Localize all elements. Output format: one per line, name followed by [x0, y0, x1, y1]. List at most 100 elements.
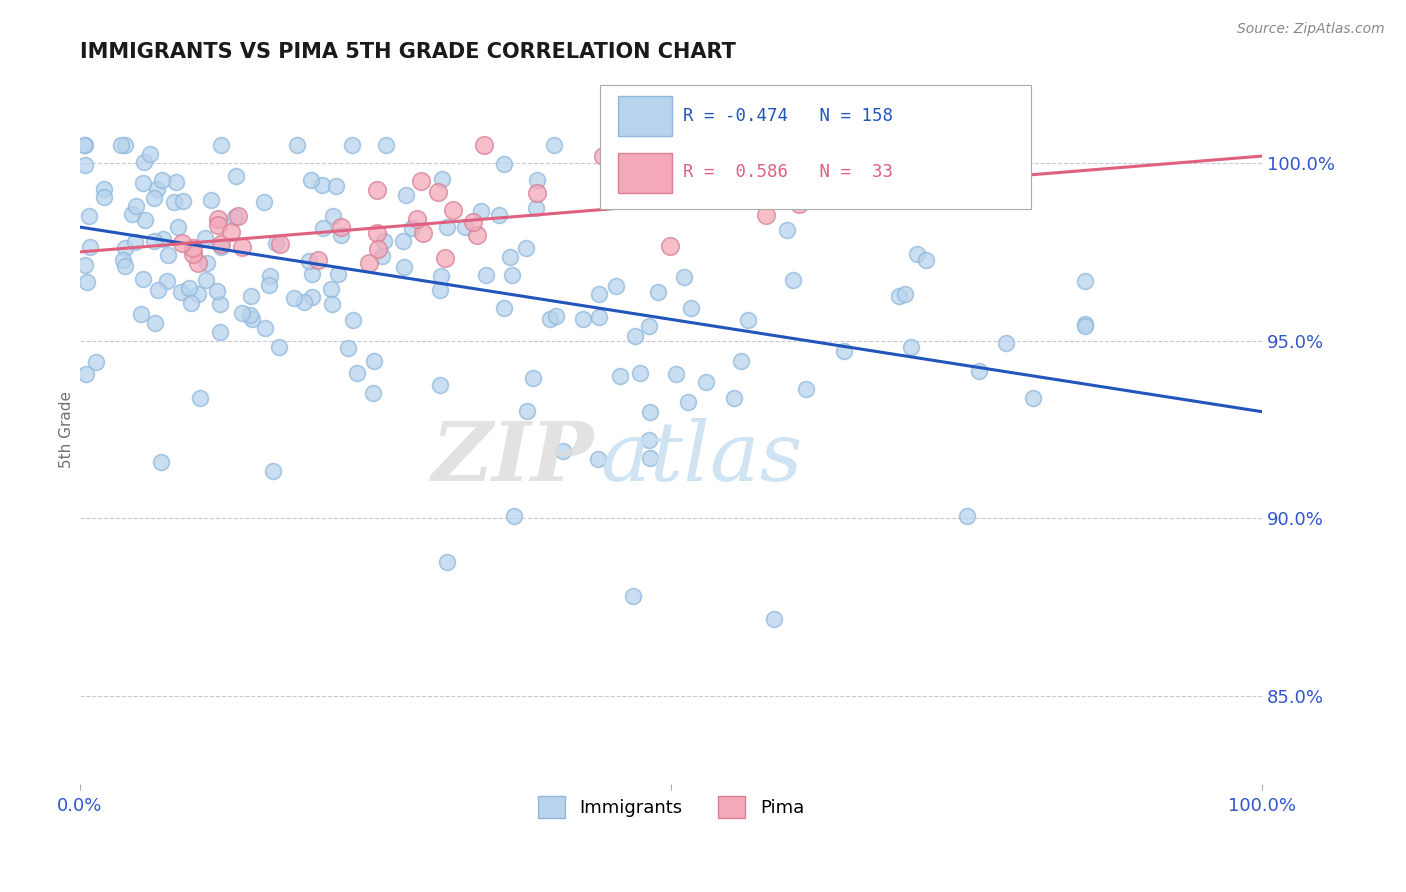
Point — [367, 242, 389, 256]
Point — [366, 183, 388, 197]
Point — [299, 172, 322, 186]
Point — [188, 391, 211, 405]
Point — [134, 155, 156, 169]
Point — [900, 340, 922, 354]
Point — [93, 182, 115, 196]
Point — [737, 313, 759, 327]
Point — [1022, 391, 1045, 405]
Point — [543, 138, 565, 153]
Point — [794, 382, 817, 396]
Point — [342, 312, 364, 326]
Point — [180, 296, 202, 310]
FancyBboxPatch shape — [617, 96, 672, 136]
Point — [172, 235, 194, 250]
Point — [1073, 318, 1095, 333]
Point — [695, 376, 717, 390]
Point — [114, 138, 136, 153]
Text: ZIP: ZIP — [432, 417, 595, 498]
Point — [588, 310, 610, 325]
Point — [150, 454, 173, 468]
Point — [336, 341, 359, 355]
Point — [134, 212, 156, 227]
Point — [572, 312, 595, 326]
Point — [187, 255, 209, 269]
Point — [375, 138, 398, 153]
Point — [254, 321, 277, 335]
Point — [516, 403, 538, 417]
Point — [239, 308, 262, 322]
Point — [167, 219, 190, 234]
FancyBboxPatch shape — [617, 153, 672, 193]
Point — [219, 225, 242, 239]
Point — [524, 201, 547, 215]
Point — [681, 301, 703, 315]
Point — [179, 281, 201, 295]
Point — [592, 149, 614, 163]
Point — [755, 208, 778, 222]
Point — [624, 329, 647, 343]
Point — [156, 248, 179, 262]
Point — [430, 172, 453, 186]
Point — [605, 278, 627, 293]
Point — [401, 220, 423, 235]
Point — [433, 252, 456, 266]
Point — [586, 451, 609, 466]
Point — [526, 173, 548, 187]
Point — [172, 194, 194, 208]
Point — [672, 270, 695, 285]
Point — [207, 211, 229, 226]
Point — [658, 239, 681, 253]
Point — [209, 240, 232, 254]
Point — [165, 175, 187, 189]
Y-axis label: 5th Grade: 5th Grade — [59, 391, 75, 468]
FancyBboxPatch shape — [600, 85, 1032, 210]
Point — [503, 509, 526, 524]
Point — [366, 226, 388, 240]
Point — [640, 450, 662, 465]
Point — [142, 191, 165, 205]
Point — [321, 282, 343, 296]
Point — [145, 182, 167, 196]
Point — [621, 589, 644, 603]
Point — [405, 212, 427, 227]
Point — [209, 325, 232, 339]
Point — [329, 219, 352, 234]
Point — [262, 464, 284, 478]
Point — [211, 138, 233, 153]
Point — [538, 312, 561, 326]
Point — [207, 219, 229, 233]
Point — [429, 284, 451, 298]
Text: R =  0.586   N =  33: R = 0.586 N = 33 — [683, 163, 893, 181]
Point — [329, 227, 352, 242]
Point — [132, 272, 155, 286]
Point — [474, 138, 496, 153]
Point — [427, 186, 450, 200]
Point — [77, 209, 100, 223]
Point — [609, 369, 631, 384]
Point — [522, 371, 544, 385]
Point — [638, 405, 661, 419]
Point — [647, 285, 669, 300]
Point — [392, 234, 415, 248]
Point — [494, 157, 516, 171]
Point — [225, 169, 247, 183]
Point — [696, 165, 718, 179]
Point — [181, 241, 204, 255]
Point — [150, 173, 173, 187]
Text: R = -0.474   N = 158: R = -0.474 N = 158 — [683, 107, 893, 125]
Point — [259, 268, 281, 283]
Point — [311, 178, 333, 192]
Point — [76, 275, 98, 289]
Point — [209, 237, 232, 252]
Point — [240, 289, 263, 303]
Point — [322, 209, 344, 223]
Point — [787, 197, 810, 211]
Point — [436, 555, 458, 569]
Point — [111, 252, 134, 267]
Point — [628, 366, 651, 380]
Point — [121, 207, 143, 221]
Point — [346, 366, 368, 380]
Point — [887, 289, 910, 303]
Point — [454, 220, 477, 235]
Point — [730, 353, 752, 368]
